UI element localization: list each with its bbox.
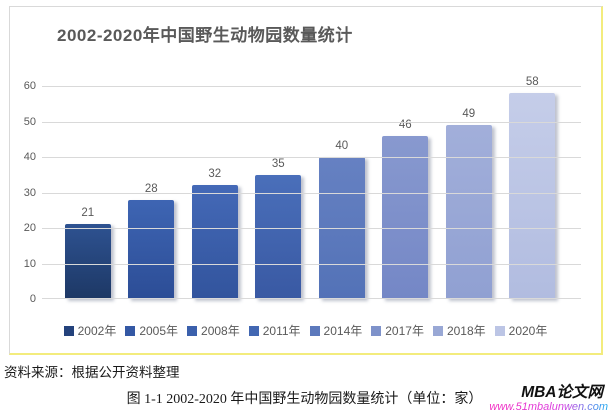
bar-value-label-2011年: 35 bbox=[271, 157, 285, 170]
watermark: MBA论文网 www.51mbalunwen.com bbox=[489, 384, 609, 413]
bar-2018年 bbox=[445, 125, 492, 299]
gridline-10 bbox=[42, 264, 581, 265]
y-axis-tick-label-10: 10 bbox=[23, 258, 36, 270]
plot-area: 21 28 32 35 40 46 49 58 0 10 20 30 40 50 60 bbox=[24, 76, 581, 305]
bar-slot-2018年: 49 bbox=[437, 86, 501, 299]
bar-2002年 bbox=[64, 224, 111, 299]
legend-swatch-icon bbox=[187, 325, 198, 336]
legend-label: 2020年 bbox=[508, 324, 548, 338]
chart-title: 2002-2020年中国野生动物园数量统计 bbox=[57, 26, 353, 45]
y-axis-tick-label-50: 50 bbox=[23, 116, 36, 128]
bar-slot-2005年: 28 bbox=[120, 86, 184, 299]
legend-item-2018年: 2018年 bbox=[432, 322, 486, 339]
bar-series: 21 28 32 35 40 46 49 58 bbox=[56, 76, 564, 299]
legend-label: 2002年 bbox=[77, 324, 117, 338]
chart-frame: 2002-2020年中国野生动物园数量统计 21 28 32 35 40 46 49 58 0… bbox=[9, 6, 603, 355]
y-axis-tick-label-40: 40 bbox=[23, 151, 36, 163]
legend-label: 2014年 bbox=[323, 324, 363, 338]
legend-label: 2011年 bbox=[262, 324, 301, 338]
bar-slot-2002年: 21 bbox=[56, 86, 120, 299]
legend-swatch-icon bbox=[494, 325, 505, 336]
legend-item-2005年: 2005年 bbox=[125, 322, 178, 339]
legend-item-2017年: 2017年 bbox=[371, 322, 424, 339]
legend-swatch-icon bbox=[371, 325, 382, 336]
watermark-name: MBA论文网 bbox=[521, 384, 603, 401]
legend-label: 2005年 bbox=[139, 324, 179, 338]
legend: 2002年 2005年 2008年 2011年 2014年 2017年 2018年 2020年 bbox=[10, 322, 601, 339]
legend-item-2014年: 2014年 bbox=[309, 322, 363, 339]
gridline-30 bbox=[42, 193, 581, 194]
bar-2005年 bbox=[128, 199, 175, 299]
legend-label: 2017年 bbox=[385, 324, 424, 338]
legend-item-2008年: 2008年 bbox=[187, 322, 240, 339]
bar-value-label-2014年: 40 bbox=[335, 140, 349, 152]
figure-caption: 图 1-1 2002-2020 年中国野生动物园数量统计（单位：家） bbox=[126, 392, 483, 407]
bar-value-label-2002年: 21 bbox=[81, 207, 95, 220]
legend-item-2002年: 2002年 bbox=[63, 322, 117, 339]
bar-slot-2011年: 35 bbox=[247, 86, 311, 299]
gridline-60 bbox=[42, 86, 581, 87]
watermark-url: www.51mbalunwen.com bbox=[489, 401, 608, 413]
source-note: 资料来源：根据公开资料整理 bbox=[4, 365, 180, 380]
legend-swatch-icon bbox=[248, 325, 259, 336]
legend-swatch-icon bbox=[125, 325, 136, 336]
bar-value-label-2017年: 46 bbox=[398, 118, 412, 131]
gridline-20 bbox=[42, 228, 581, 229]
bar-value-label-2008年: 32 bbox=[208, 168, 222, 181]
legend-label: 2008年 bbox=[201, 324, 240, 338]
legend-swatch-icon bbox=[63, 325, 74, 336]
gridline-50 bbox=[42, 122, 581, 123]
y-axis-tick-label-20: 20 bbox=[23, 222, 36, 234]
bar-value-label-2020年: 58 bbox=[525, 76, 539, 89]
legend-item-2020年: 2020年 bbox=[494, 322, 548, 339]
bar-2008年 bbox=[191, 185, 238, 299]
bar-value-label-2018年: 49 bbox=[462, 108, 476, 121]
bar-slot-2017年: 46 bbox=[374, 86, 438, 299]
y-axis-tick-label-0: 0 bbox=[29, 293, 36, 305]
bar-value-label-2005年: 28 bbox=[144, 182, 158, 195]
y-axis-tick-label-60: 60 bbox=[23, 80, 36, 92]
bar-2020年 bbox=[509, 93, 556, 299]
legend-item-2011年: 2011年 bbox=[248, 322, 301, 339]
legend-label: 2018年 bbox=[446, 324, 486, 338]
bar-slot-2008年: 32 bbox=[183, 86, 247, 299]
gridline-0 bbox=[42, 298, 581, 299]
legend-swatch-icon bbox=[309, 325, 320, 336]
bar-2017年 bbox=[382, 135, 429, 299]
bar-2011年 bbox=[255, 174, 302, 299]
legend-swatch-icon bbox=[432, 325, 443, 336]
y-axis-tick-label-30: 30 bbox=[23, 187, 36, 199]
gridline-40 bbox=[42, 157, 581, 158]
